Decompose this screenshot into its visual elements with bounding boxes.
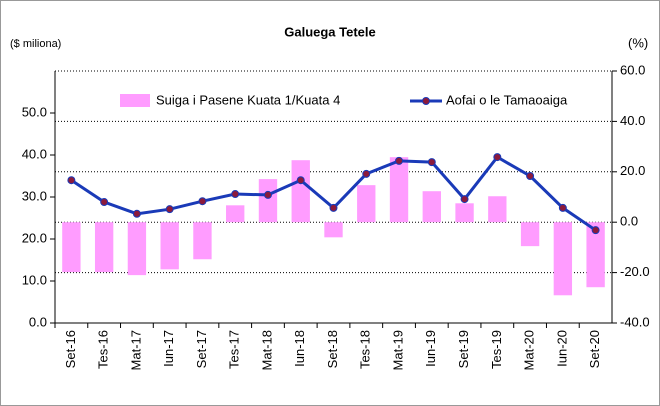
chart-title: Galuega Tetele bbox=[284, 24, 376, 39]
x-tick-label: Mat-19 bbox=[390, 330, 405, 370]
y2-tick-label: 40.0 bbox=[620, 113, 645, 128]
marker bbox=[591, 226, 600, 235]
bar bbox=[127, 222, 147, 276]
marker bbox=[362, 169, 371, 178]
x-tick-label: Iun-18 bbox=[292, 330, 307, 367]
y-tick-label: 40.0 bbox=[22, 146, 47, 161]
y-tick-label: 0.0 bbox=[29, 314, 47, 329]
y2-tick-label: 20.0 bbox=[620, 163, 645, 178]
x-tick-label: Set-16 bbox=[63, 330, 78, 368]
x-tick-label: Set-19 bbox=[456, 330, 471, 368]
marker bbox=[165, 205, 174, 214]
marker bbox=[100, 198, 109, 207]
bar bbox=[357, 185, 376, 223]
y-tick-label: 50.0 bbox=[22, 104, 47, 119]
legend-swatch bbox=[120, 94, 150, 107]
bar bbox=[226, 205, 245, 223]
marker bbox=[132, 209, 141, 218]
y-tick-label: 10.0 bbox=[22, 272, 47, 287]
x-tick-label: Tes-19 bbox=[489, 330, 504, 369]
marker bbox=[427, 158, 436, 167]
x-tick-label: Mat-17 bbox=[128, 330, 143, 370]
x-tick-label: Mat-20 bbox=[522, 330, 537, 370]
bar bbox=[553, 222, 573, 296]
x-tick-label: Iun-19 bbox=[423, 330, 438, 367]
bar bbox=[291, 160, 310, 223]
x-tick-label: Iun-17 bbox=[161, 330, 176, 367]
marker bbox=[263, 190, 272, 199]
bar bbox=[193, 222, 212, 260]
x-tick-label: Tes-16 bbox=[96, 330, 111, 369]
bar bbox=[586, 222, 605, 288]
bar bbox=[160, 222, 179, 270]
marker bbox=[526, 172, 535, 180]
y2-axis-label: (%) bbox=[628, 35, 648, 50]
bar bbox=[324, 222, 343, 238]
legend-label: Suiga i Pasene Kuata 1/Kuata 4 bbox=[156, 92, 340, 107]
y-axis-label: ($ miliona) bbox=[10, 38, 61, 50]
legend-marker bbox=[422, 97, 430, 105]
marker bbox=[296, 176, 305, 185]
bar bbox=[389, 157, 409, 223]
x-tick-label: Mat-18 bbox=[259, 330, 274, 370]
x-tick-label: Iun-20 bbox=[554, 330, 569, 367]
marker bbox=[558, 203, 567, 212]
y2-tick-label: 0.0 bbox=[620, 214, 638, 229]
bar bbox=[422, 191, 441, 223]
marker bbox=[329, 203, 338, 212]
bar bbox=[455, 203, 474, 223]
marker bbox=[460, 195, 469, 204]
x-tick-label: Set-18 bbox=[325, 330, 340, 368]
marker bbox=[67, 176, 76, 185]
legend-label: Aofai o le Tamaoaiga bbox=[446, 92, 568, 107]
y2-tick-label: -40.0 bbox=[620, 314, 650, 329]
y-tick-label: 20.0 bbox=[22, 230, 47, 245]
marker bbox=[493, 153, 502, 162]
bar bbox=[94, 222, 114, 273]
bar bbox=[520, 222, 540, 247]
x-tick-label: Tes-18 bbox=[358, 330, 373, 369]
bar bbox=[488, 196, 507, 223]
y2-tick-label: 60.0 bbox=[620, 62, 645, 77]
y2-tick-label: -20.0 bbox=[620, 264, 650, 279]
bar bbox=[62, 222, 81, 273]
x-tick-label: Set-20 bbox=[587, 330, 602, 368]
bar bbox=[258, 179, 278, 223]
marker bbox=[395, 156, 404, 165]
x-tick-label: Tes-17 bbox=[227, 330, 242, 369]
marker bbox=[231, 190, 240, 199]
marker bbox=[198, 197, 207, 206]
x-tick-label: Set-17 bbox=[194, 330, 209, 368]
y-tick-label: 30.0 bbox=[22, 188, 47, 203]
